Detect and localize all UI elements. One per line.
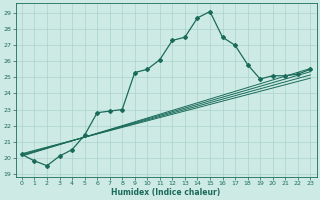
X-axis label: Humidex (Indice chaleur): Humidex (Indice chaleur) — [111, 188, 221, 197]
